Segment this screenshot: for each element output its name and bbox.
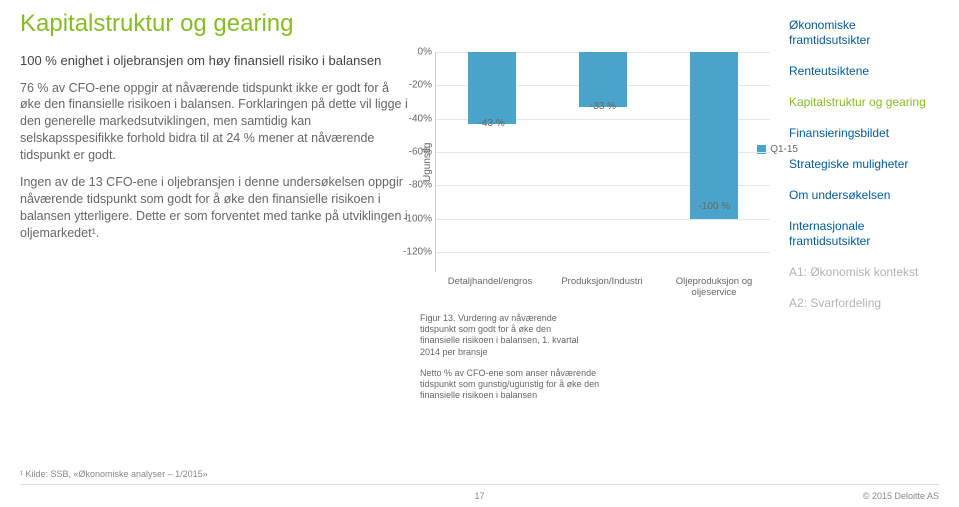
sidebar-item[interactable]: Kapitalstruktur og gearing	[789, 87, 939, 118]
bar-value-label: -43 %	[462, 118, 522, 129]
subheading: 100 % enighet i oljebransjen om høy fina…	[20, 52, 410, 70]
sidebar-item[interactable]: Renteutsiktene	[789, 56, 939, 87]
y-tick: -40%	[402, 113, 432, 124]
y-tick: -120%	[402, 247, 432, 258]
y-tick: 0%	[402, 47, 432, 58]
x-category-label: Oljeproduksjon og oljeservice	[658, 272, 770, 299]
sidebar-item[interactable]: A1: Økonomisk kontekst	[789, 257, 939, 288]
bar-value-label: -33 %	[573, 101, 633, 112]
bar	[579, 52, 627, 107]
bar-chart: Ugunstig Q1-15 0%-20%-40%-60%-80%-100%-1…	[420, 52, 770, 402]
bar	[468, 52, 516, 124]
x-category-label: Detaljhandel/engros	[434, 272, 546, 299]
footer-rule	[20, 484, 939, 485]
bar	[690, 52, 738, 219]
y-tick: -100%	[402, 213, 432, 224]
figure-caption: Figur 13. Vurdering av nåværende tidspun…	[420, 313, 590, 358]
bar-value-label: -100 %	[684, 201, 744, 212]
y-tick: -80%	[402, 180, 432, 191]
x-category-label: Produksjon/Industri	[546, 272, 658, 299]
footnote: ¹ Kilde: SSB, «Økonomiske analyser – 1/2…	[20, 469, 208, 479]
paragraph-2: Ingen av de 13 CFO-ene i oljebransjen i …	[20, 174, 410, 242]
sidebar-item[interactable]: Strategiske muligheter	[789, 149, 939, 180]
y-tick: -20%	[402, 80, 432, 91]
section-nav: Økonomiske framtidsutsikterRenteutsikten…	[789, 10, 939, 319]
sidebar-item[interactable]: Internasjonale framtidsutsikter	[789, 211, 939, 257]
sidebar-item[interactable]: Om undersøkelsen	[789, 180, 939, 211]
figure-note: Netto % av CFO-ene som anser nåværende t…	[420, 368, 620, 402]
sidebar-item[interactable]: A2: Svarfordeling	[789, 288, 939, 319]
sidebar-item[interactable]: Økonomiske framtidsutsikter	[789, 10, 939, 56]
body-text-column: 100 % enighet i oljebransjen om høy fina…	[20, 52, 420, 402]
sidebar-item[interactable]: Finansieringsbildet	[789, 118, 939, 149]
y-tick: -60%	[402, 147, 432, 158]
paragraph-1: 76 % av CFO-ene oppgir at nåværende tids…	[20, 80, 410, 164]
copyright: © 2015 Deloitte AS	[863, 491, 939, 501]
